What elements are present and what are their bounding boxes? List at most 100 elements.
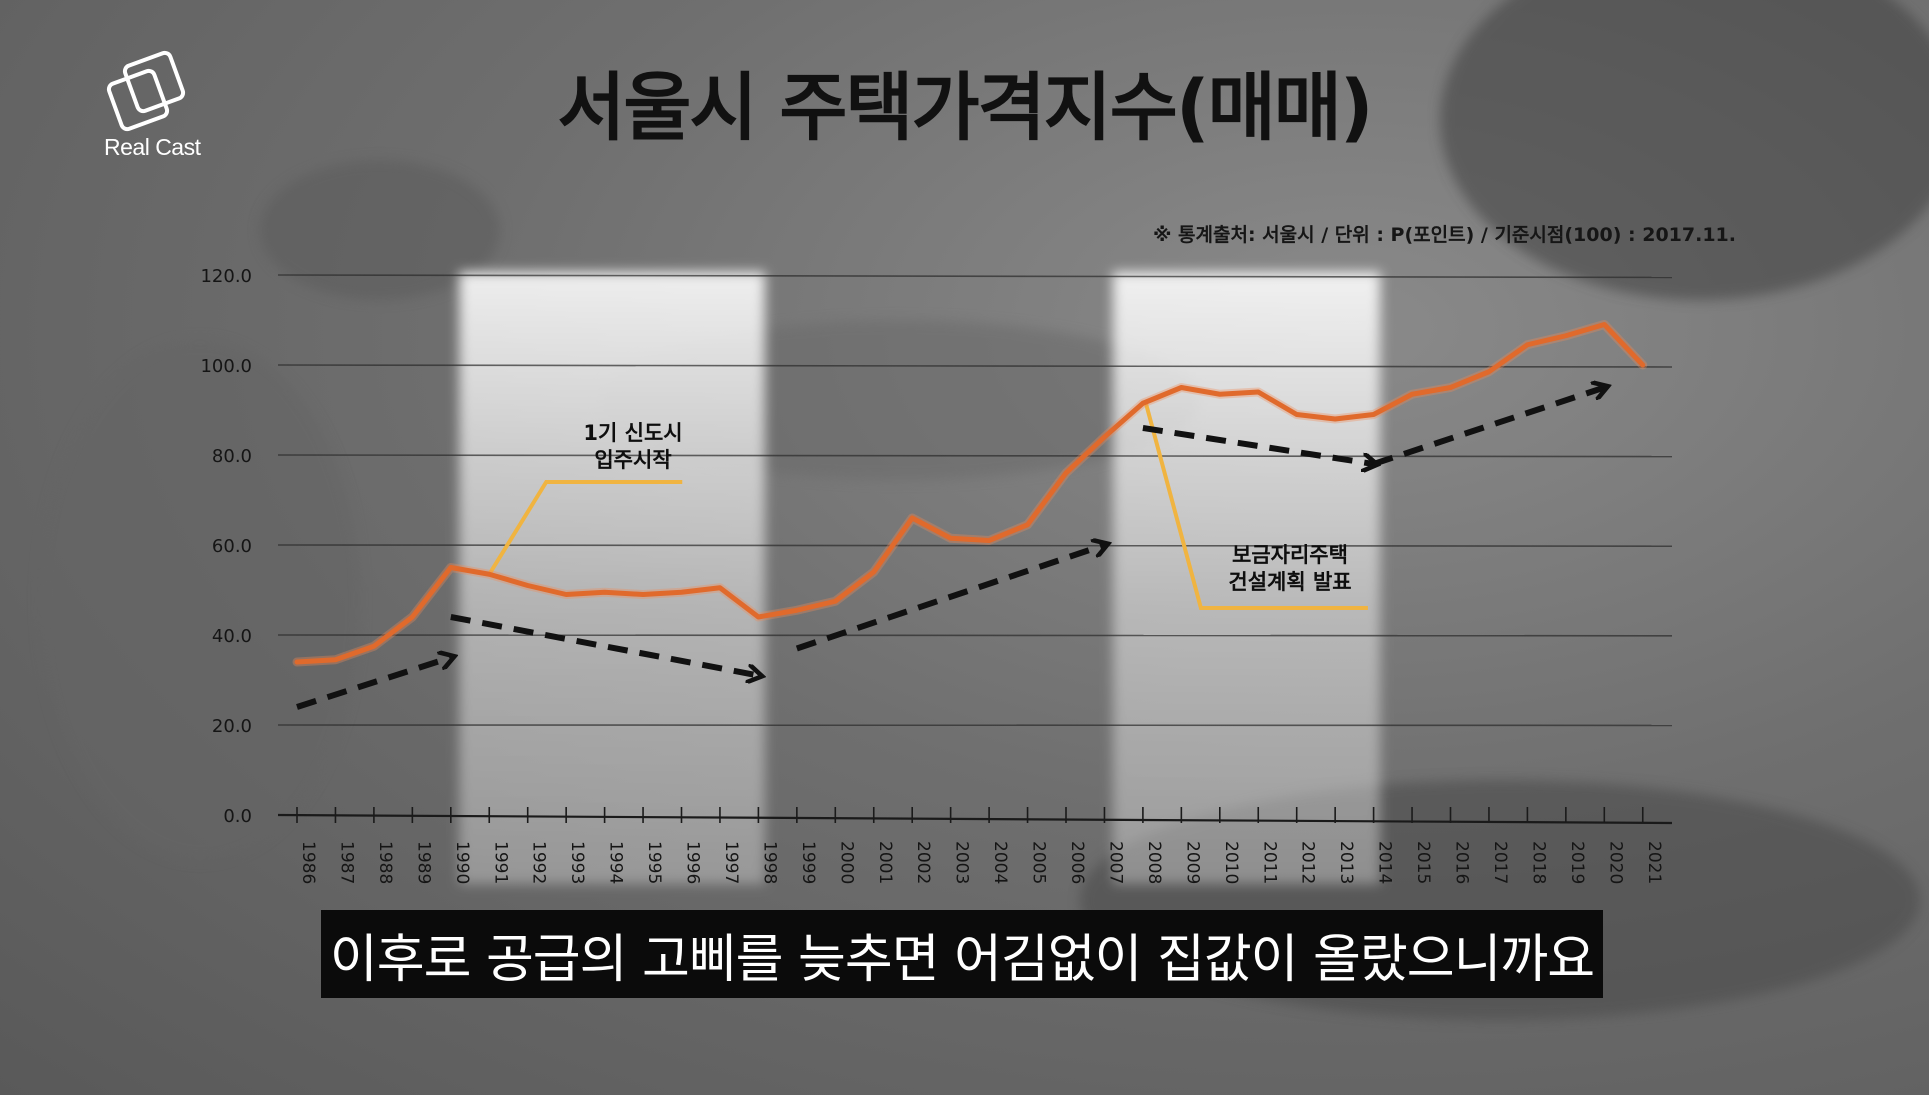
data-point <box>1179 385 1184 390</box>
x-tick-label: 2019 <box>1567 841 1587 884</box>
data-point <box>333 657 338 662</box>
series-line <box>292 320 1648 667</box>
subtitle-text: 이후로 공급의 고삐를 늦추면 어김없이 집값이 올랐으니까요 <box>329 929 1595 990</box>
background-blob <box>1440 0 1929 300</box>
highlight-period <box>1112 272 1381 884</box>
data-point <box>987 538 992 543</box>
trend-arrow <box>450 614 759 676</box>
annotation-new-towns: 1기 신도시 입주시작 <box>528 420 738 474</box>
x-tick-label: 2012 <box>1298 841 1318 884</box>
data-point <box>833 599 838 604</box>
x-axis-line <box>277 813 1673 825</box>
x-tick-label: 1992 <box>529 841 549 884</box>
gridline <box>277 274 1673 279</box>
data-point <box>295 660 299 664</box>
source-note: ※ 통계출처: 서울시 / 단위 : P(포인트) / 기준시점(100) : … <box>1152 224 1736 246</box>
x-tick-label: 1999 <box>798 841 818 884</box>
background-blob <box>260 160 500 300</box>
x-tick-label: 1995 <box>644 841 664 884</box>
series-line <box>294 322 1646 665</box>
x-axis <box>277 807 1673 825</box>
data-point <box>371 644 376 649</box>
y-tick-label: 20.0 <box>212 716 252 737</box>
trend-arrows <box>296 388 1604 710</box>
data-point <box>1256 390 1261 394</box>
chart-title: 서울시 주택가격지수(매매) <box>557 65 1373 151</box>
callout-line-new-towns <box>487 480 683 576</box>
data-point <box>756 615 761 619</box>
x-tick-label: 1991 <box>490 841 510 884</box>
data-point <box>1602 322 1607 327</box>
data-point <box>1102 435 1107 439</box>
x-tick-label: 1986 <box>298 841 318 884</box>
x-tick-label: 2001 <box>875 841 895 884</box>
x-tick-label: 1998 <box>759 841 779 884</box>
annotation-line: 보금자리주택 <box>1232 543 1348 567</box>
data-point <box>717 585 722 590</box>
annotation-bogeumjari: 보금자리주택 건설계획 발표 <box>1180 542 1400 596</box>
gridline <box>277 454 1673 458</box>
data-point <box>1294 412 1299 417</box>
data-point <box>871 570 876 574</box>
x-tick-label: 2017 <box>1490 841 1510 884</box>
y-tick-label: 60.0 <box>212 536 252 557</box>
subtitle-box: 이후로 공급의 고삐를 늦추면 어김없이 집값이 올랐으니까요 <box>321 910 1603 998</box>
y-tick-label: 100.0 <box>200 356 252 377</box>
annotation-line: 입주시작 <box>594 448 672 472</box>
data-point <box>1140 401 1145 406</box>
x-tick-label: 2003 <box>952 841 972 884</box>
data-point <box>1448 385 1453 390</box>
x-tick-label: 2021 <box>1644 841 1664 884</box>
data-point <box>1563 333 1568 338</box>
x-tick-label: 2009 <box>1182 841 1202 884</box>
x-tick-labels: 1986 1987 1988 1989 1990 1991 1992 1993 1994 1995… <box>298 841 1664 884</box>
x-tick-label: 2005 <box>1029 841 1049 884</box>
x-tick-label: 1997 <box>721 841 741 884</box>
data-point <box>1410 392 1415 397</box>
gridline <box>277 544 1673 548</box>
y-tick-label: 40.0 <box>212 626 252 647</box>
x-tick-label: 1988 <box>375 841 395 884</box>
x-tick-label: 2008 <box>1144 841 1164 884</box>
callout-lines <box>487 402 1368 610</box>
gridlines <box>277 274 1673 727</box>
data-point <box>448 565 453 570</box>
data-point <box>1640 363 1645 367</box>
x-tick-label: 1993 <box>567 841 587 884</box>
gridline <box>277 634 1673 637</box>
trend-arrow <box>1142 425 1374 464</box>
x-tick-label: 1996 <box>683 841 703 884</box>
data-point <box>1371 412 1376 417</box>
data-point <box>948 536 953 541</box>
gridline <box>277 364 1673 368</box>
x-tick-label: 2014 <box>1375 841 1395 884</box>
data-point <box>910 516 915 520</box>
x-tick-label: 2013 <box>1336 841 1356 884</box>
data-point <box>1064 471 1068 475</box>
background-blob <box>40 340 360 860</box>
data-point <box>525 583 530 588</box>
overlapping-squares-icon <box>106 50 186 132</box>
x-tick-label: 2018 <box>1528 841 1548 884</box>
x-tick-label: 2020 <box>1605 841 1625 884</box>
logo-text: Real Cast <box>104 134 201 160</box>
x-tick-label: 2011 <box>1259 841 1279 884</box>
data-point <box>487 572 492 577</box>
data-point <box>794 608 799 613</box>
x-tick-label: 2007 <box>1105 841 1125 884</box>
trend-arrow <box>296 658 451 710</box>
data-point <box>1486 369 1491 374</box>
x-tick-label: 2002 <box>913 841 933 884</box>
y-tick-label: 80.0 <box>212 446 252 467</box>
data-point <box>602 590 607 595</box>
data-point <box>1333 417 1338 421</box>
x-tick-label: 2016 <box>1452 841 1472 884</box>
data-point <box>410 615 415 619</box>
trend-arrow <box>795 545 1105 652</box>
x-tick-label: 1989 <box>413 841 433 884</box>
x-tick-label: 1987 <box>336 841 356 884</box>
y-tick-label: 0.0 <box>223 806 252 827</box>
data-point <box>564 592 569 597</box>
x-tick-label: 2004 <box>990 841 1010 884</box>
